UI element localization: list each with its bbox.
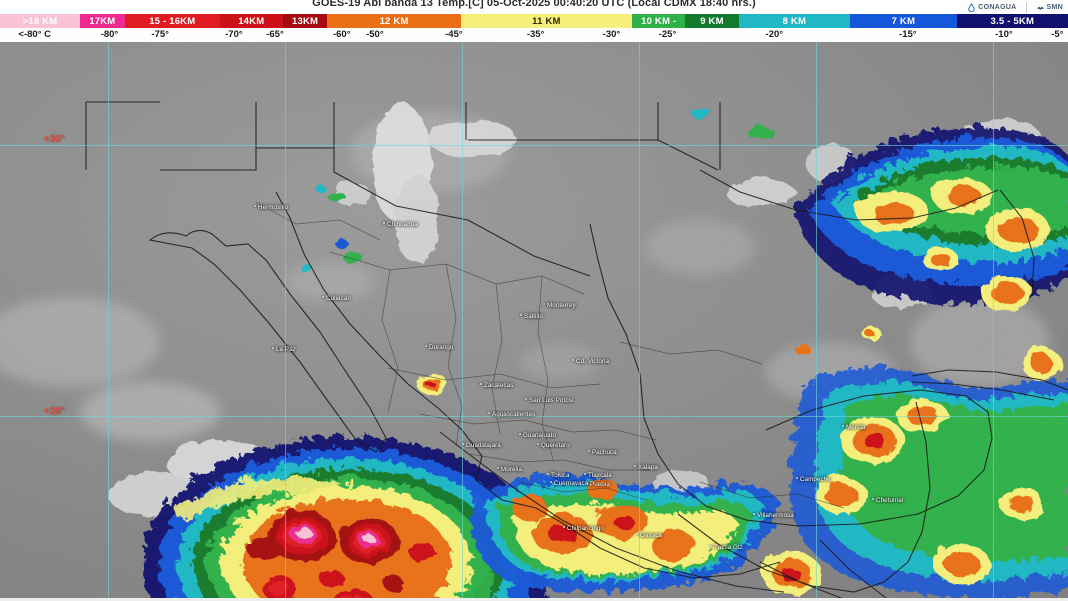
city-label: Monterrey <box>543 302 576 309</box>
temperature-colorbar: >18 KM 17KM 15 - 16KM 14KM 13KM 12 KM 11 KM 10 … <box>0 14 1068 28</box>
city-label: Guanajuato <box>519 432 556 439</box>
logo-group: CONAGUA SMN <box>964 0 1066 14</box>
conagua-logo: CONAGUA <box>964 0 1020 14</box>
city-label: Morelia <box>497 466 522 473</box>
cloud-raster <box>0 42 1068 601</box>
colorbar-tick: -35° <box>526 29 545 40</box>
page-title: GOES-19 Abi banda 13 Temp.[C] 05-Oct-202… <box>312 0 756 9</box>
colorbar-segment: 3.5 - 5KM <box>956 14 1068 28</box>
water-drop-icon <box>968 2 975 12</box>
city-label: Tlaxcala <box>584 472 612 479</box>
bottom-strip <box>0 598 1068 601</box>
city-label: Tuxtla Gtz. <box>710 544 745 551</box>
satellite-map[interactable]: +30° +20° Hermosillo Chihuahua La Paz Culiac… <box>0 42 1068 601</box>
smn-logo: SMN <box>1032 0 1066 14</box>
colorbar-tick: -10° <box>995 29 1013 40</box>
city-label: Chilpancingo <box>563 525 604 532</box>
city-label: Puebla <box>586 481 610 488</box>
city-label: Xalapa <box>634 464 658 471</box>
city-label: Chetumal <box>871 497 904 504</box>
colorbar-tick: -70° <box>225 29 243 40</box>
colorbar-segment: 11 KM <box>460 14 633 28</box>
colorbar-tick: -20° <box>765 29 784 40</box>
city-label: Cd. Victoria <box>571 358 610 365</box>
city-label: Culiacán <box>322 295 351 302</box>
smn-logo-label: SMN <box>1046 3 1063 11</box>
state-border-overlay <box>255 201 845 509</box>
city-label: Oaxaca <box>636 532 662 539</box>
city-label: Villahermosa <box>753 512 794 519</box>
city-label: Zacatecas <box>479 382 514 389</box>
colorbar-tick: -75° <box>151 29 169 40</box>
city-label: Aguascalientes <box>487 411 536 418</box>
colorbar-segment: 9 KM <box>685 14 739 28</box>
colorbar-tick: -45° <box>445 29 463 40</box>
city-label: Chihuahua <box>383 221 418 228</box>
colorbar-segment: 7 KM <box>850 14 957 28</box>
infrared-cloud-imagery <box>0 42 1068 601</box>
colorbar-segment: 14KM <box>219 14 283 28</box>
conagua-logo-label: CONAGUA <box>978 3 1017 11</box>
city-label: Guadalajara <box>462 442 501 449</box>
logo-divider <box>1025 1 1027 13</box>
colorbar-tick: -30° <box>602 29 621 40</box>
convection-gulf-cores <box>854 176 1047 269</box>
city-label: Saltillo <box>519 313 544 320</box>
colorbar-segment: 13KM <box>282 14 328 28</box>
coastline-overlay <box>85 101 1068 601</box>
convection-southern-mexico-cores <box>510 476 694 560</box>
colorbar-tick: -15° <box>899 29 917 40</box>
colorbar-segment: 15 - 16KM <box>124 14 220 28</box>
city-label: Toluca <box>546 472 570 479</box>
city-label: Hermosillo <box>253 204 289 211</box>
city-label: Cuernavaca <box>549 480 589 487</box>
colorbar-tick: -25° <box>658 29 677 40</box>
city-label: Durango <box>424 344 454 351</box>
scattered-cells <box>299 107 880 392</box>
colorbar-segment: 17KM <box>79 14 125 28</box>
city-label: Querétaro <box>537 442 570 449</box>
city-label: Campeche <box>796 476 831 483</box>
eagle-icon <box>1036 6 1044 10</box>
tropical-cyclone-pacific <box>140 434 550 601</box>
colorbar-segment: >18 KM <box>0 14 80 28</box>
city-label: Pachuca <box>588 449 617 456</box>
colorbar-tick-labels: <-80° C -80° -75° -70° -65° -60° -50° -45° -35° -… <box>0 28 1068 42</box>
city-label: La Paz <box>272 346 296 353</box>
colorbar-segment: 8 KM <box>738 14 851 28</box>
colorbar-segment: 10 KM - <box>632 14 686 28</box>
city-label: San Luis Potosí <box>525 397 574 404</box>
colorbar-tick: <-80° C <box>18 29 51 40</box>
colorbar-tick: -65° <box>266 29 284 40</box>
colorbar-tick: -60° <box>332 29 351 40</box>
colorbar-tick: -80° <box>100 29 119 40</box>
title-bar: GOES-19 Abi banda 13 Temp.[C] 05-Oct-202… <box>0 0 1068 14</box>
colorbar-tick: -50° <box>366 29 384 40</box>
city-label: Mérida <box>842 424 866 431</box>
colorbar-tick: -5° <box>1051 29 1064 40</box>
colorbar-segment: 12 KM <box>327 14 461 28</box>
